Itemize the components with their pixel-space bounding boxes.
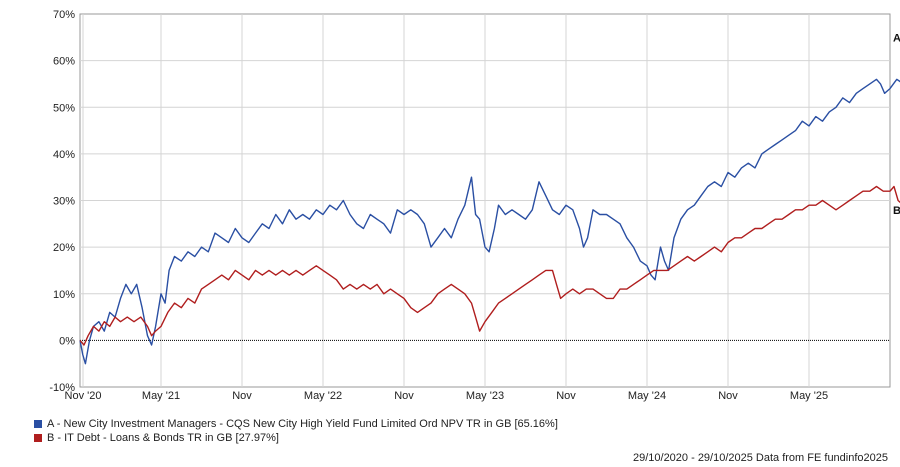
- series-lines: [79, 78, 900, 365]
- y-tick-label: 30%: [53, 196, 75, 208]
- y-tick-label: 40%: [53, 149, 75, 161]
- series-end-labels: AB: [893, 32, 900, 217]
- x-tick-label: Nov: [232, 390, 252, 402]
- x-tick-label: May '24: [628, 390, 666, 402]
- legend: A - New City Investment Managers - CQS N…: [34, 417, 558, 445]
- x-tick-label: Nov: [394, 390, 414, 402]
- series-line-b: [79, 185, 900, 346]
- x-tick-label: May '22: [304, 390, 342, 402]
- x-tick-label: Nov '20: [65, 390, 102, 402]
- series-end-label-a: A: [893, 32, 900, 44]
- x-axis: Nov '20 May '21 Nov May '22 Nov May '23 Nov May…: [65, 390, 829, 402]
- x-tick-label: Nov: [556, 390, 576, 402]
- legend-item-a: A - New City Investment Managers - CQS N…: [34, 417, 558, 431]
- legend-label-b: B - IT Debt - Loans & Bonds TR in GB [27…: [47, 432, 279, 444]
- series-line-a: [79, 78, 900, 365]
- y-tick-label: -10%: [49, 382, 75, 394]
- y-tick-label: 60%: [53, 56, 75, 68]
- x-tick-label: May '23: [466, 390, 504, 402]
- legend-swatch-b: [34, 434, 42, 442]
- y-tick-label: 50%: [53, 102, 75, 114]
- y-tick-label: 20%: [53, 242, 75, 254]
- date-range-footer: 29/10/2020 - 29/10/2025 Data from FE fun…: [632, 452, 888, 464]
- y-tick-label: 0%: [59, 335, 75, 347]
- y-axis: 70% 60% 50% 40% 30% 20% 10% 0% -10%: [49, 9, 75, 394]
- legend-item-b: B - IT Debt - Loans & Bonds TR in GB [27…: [34, 431, 558, 445]
- x-tick-label: May '25: [790, 390, 828, 402]
- x-tick-label: Nov: [718, 390, 738, 402]
- series-end-label-b: B: [893, 205, 900, 217]
- y-tick-label: 10%: [53, 289, 75, 301]
- grid-lines: [80, 14, 890, 387]
- y-tick-label: 70%: [53, 9, 75, 21]
- legend-label-a: A - New City Investment Managers - CQS N…: [47, 418, 558, 430]
- legend-swatch-a: [34, 420, 42, 428]
- x-tick-label: May '21: [142, 390, 180, 402]
